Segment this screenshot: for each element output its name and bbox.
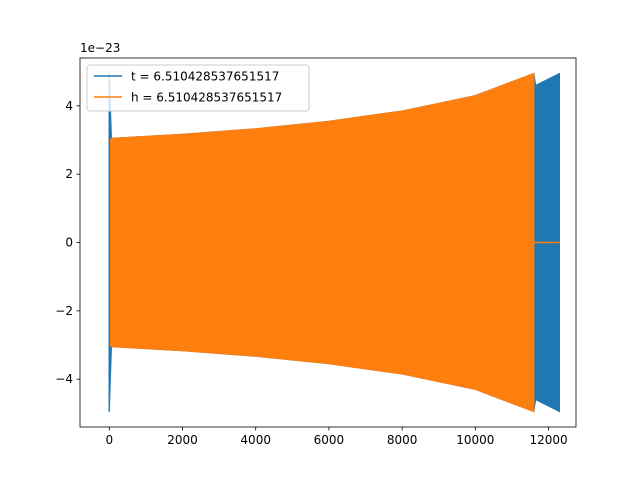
legend-entry-label: h = 6.510428537651517	[131, 91, 282, 105]
y-tick-label: 2	[65, 167, 73, 181]
x-tick-label: 10000	[456, 433, 494, 447]
y-tick-label: −2	[55, 304, 73, 318]
x-tick-label: 2000	[167, 433, 198, 447]
x-tick-label: 12000	[529, 433, 567, 447]
x-tick-label: 8000	[387, 433, 418, 447]
series-2-oscillation	[108, 72, 535, 413]
plot-area	[108, 72, 560, 413]
y-axis-offset-label: 1e−23	[80, 41, 120, 55]
legend-entry-label: t = 6.510428537651517	[131, 70, 279, 84]
axes: 0 2000 4000 6000 8000 10000 12000 −4 −2 0 2 4	[55, 57, 577, 447]
y-tick-label: 0	[65, 236, 73, 250]
y-tick-label: −4	[55, 372, 73, 386]
x-tick-label: 0	[105, 433, 113, 447]
x-tick-label: 4000	[240, 433, 271, 447]
legend: t = 6.510428537651517 h = 6.5104285376515…	[86, 64, 310, 112]
x-tick-label: 6000	[314, 433, 345, 447]
y-tick-label: 4	[65, 99, 73, 113]
legend-box	[86, 64, 310, 112]
